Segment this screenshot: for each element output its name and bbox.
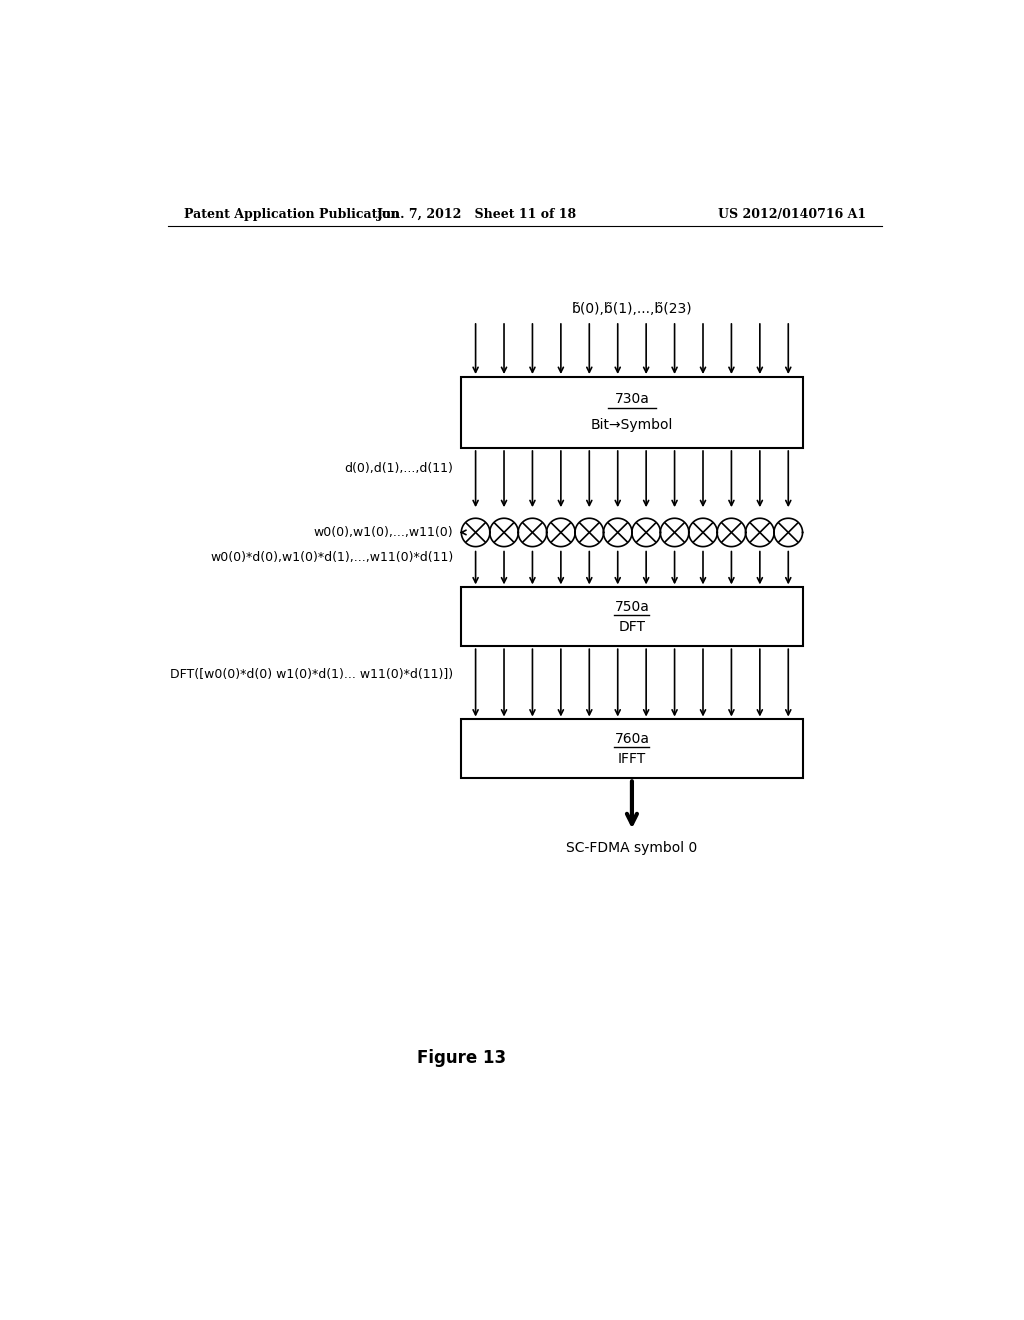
Bar [461,587,803,647]
Text: Figure 13: Figure 13 [417,1049,506,1067]
Text: Jun. 7, 2012   Sheet 11 of 18: Jun. 7, 2012 Sheet 11 of 18 [377,207,578,220]
Text: 730a: 730a [614,392,649,407]
Bar [461,378,803,447]
Text: DFT([w0(0)*d(0) w1(0)*d(1)... w11(0)*d(11)]): DFT([w0(0)*d(0) w1(0)*d(1)... w11(0)*d(1… [170,668,454,681]
Text: Bit→Symbol: Bit→Symbol [591,417,673,432]
Text: d(0),d(1),...,d(11): d(0),d(1),...,d(11) [344,462,454,475]
Text: 760a: 760a [614,731,649,746]
Text: b̃(0),b̃(1),...,b̃(23): b̃(0),b̃(1),...,b̃(23) [571,302,692,315]
Text: SC-FDMA symbol 0: SC-FDMA symbol 0 [566,841,697,855]
Text: w0(0)*d(0),w1(0)*d(1),...,w11(0)*d(11): w0(0)*d(0),w1(0)*d(1),...,w11(0)*d(11) [210,552,454,565]
Text: US 2012/0140716 A1: US 2012/0140716 A1 [718,207,866,220]
Text: 750a: 750a [614,599,649,614]
Text: Patent Application Publication: Patent Application Publication [183,207,399,220]
Text: DFT: DFT [618,620,645,634]
Bar [461,719,803,779]
Text: IFFT: IFFT [617,752,646,766]
Text: w0(0),w1(0),...,w11(0): w0(0),w1(0),...,w11(0) [313,525,454,539]
